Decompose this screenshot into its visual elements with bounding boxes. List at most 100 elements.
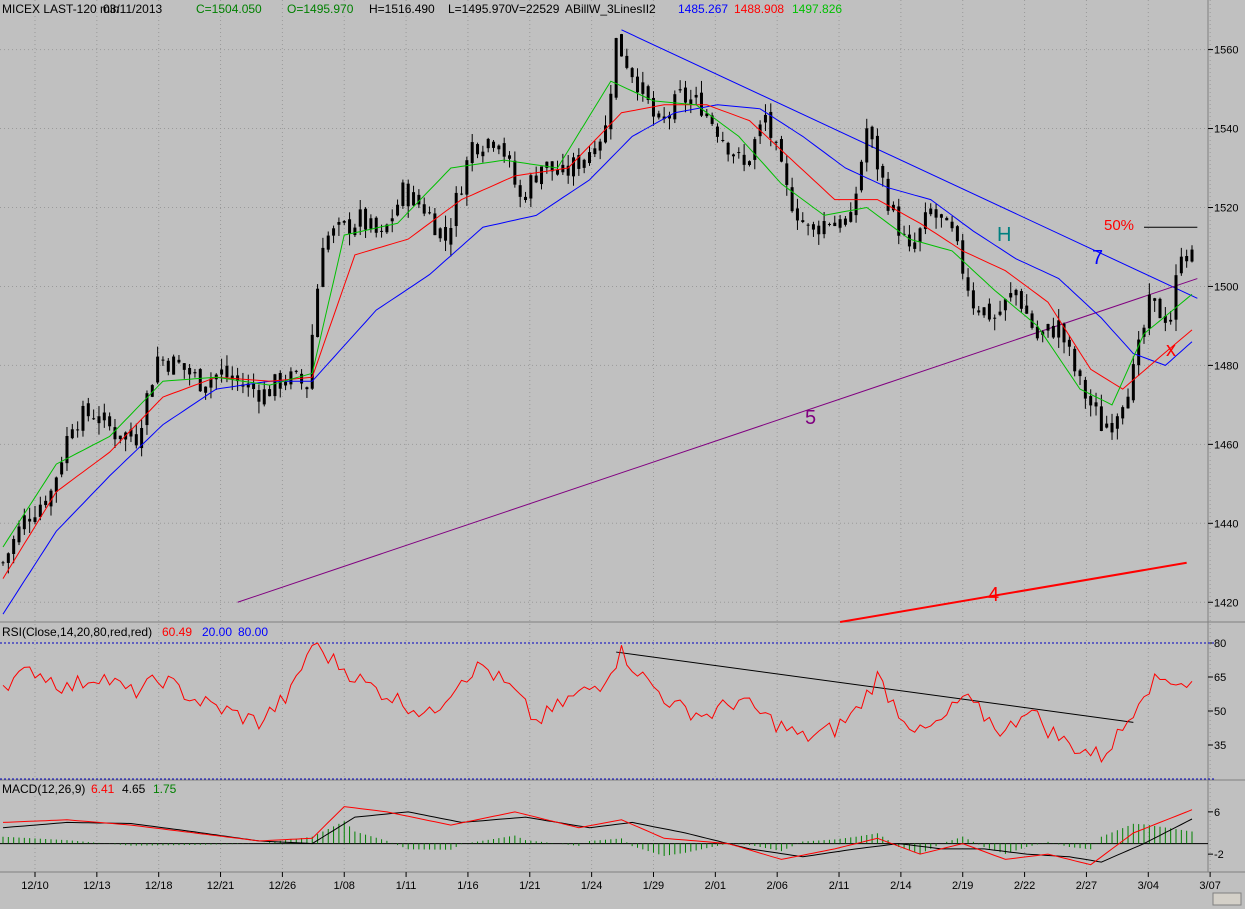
- candle-body: [17, 526, 21, 543]
- candle-body: [540, 166, 544, 185]
- candle-body: [1089, 396, 1093, 406]
- macd-main-line: [2, 806, 1193, 866]
- candle-body: [209, 378, 213, 388]
- candle-body: [502, 143, 506, 157]
- candle-body: [140, 427, 144, 449]
- candle-body: [939, 214, 943, 218]
- candle-body: [284, 381, 288, 386]
- candle-body: [1030, 313, 1034, 328]
- candle-body: [460, 193, 464, 195]
- candle-body: [134, 434, 138, 446]
- candle-body: [593, 148, 597, 155]
- candle-body: [1174, 275, 1178, 320]
- rsi-title: RSI(Close,14,20,80,red,red): [2, 625, 152, 639]
- ma-mid-line: [2, 104, 1193, 579]
- candle-body: [321, 247, 325, 287]
- label-7: 7: [1092, 247, 1103, 269]
- candle-body: [118, 435, 122, 440]
- candle-body: [630, 68, 634, 78]
- candle-body: [657, 113, 661, 118]
- candle-body: [923, 212, 927, 230]
- candle-body: [385, 224, 389, 233]
- candle-body: [1190, 249, 1194, 262]
- candle-body: [433, 213, 437, 236]
- candle-body: [1046, 324, 1050, 331]
- candle-body: [929, 208, 933, 215]
- candle-body: [833, 222, 837, 227]
- candle-body: [225, 365, 229, 378]
- candle-body: [177, 359, 181, 363]
- candle-body: [513, 160, 517, 185]
- label-5: 5: [805, 407, 816, 429]
- candle-body: [294, 370, 298, 372]
- candle-body: [396, 204, 400, 216]
- candle-body: [1105, 423, 1109, 428]
- candle-body: [481, 151, 485, 157]
- candle-body: [374, 217, 378, 233]
- candle-body: [257, 390, 261, 402]
- candle-body: [662, 116, 666, 120]
- candle-body: [337, 222, 341, 225]
- candle-body: [49, 490, 53, 507]
- price-tick-label: 1440: [1214, 518, 1238, 530]
- candle-body: [737, 152, 741, 154]
- macd-axis: -2 6: [1208, 807, 1224, 861]
- grid-lines: [0, 0, 1211, 872]
- candle-body: [310, 334, 314, 389]
- candle-body: [81, 405, 85, 431]
- candle-body: [838, 219, 842, 228]
- candle-body: [92, 418, 96, 420]
- macd-title: MACD(12,26,9): [2, 782, 85, 796]
- indicator-green-value: 1497.826: [792, 2, 842, 16]
- date-tick-label: 2/06: [766, 880, 787, 892]
- candle-body: [428, 212, 432, 214]
- candle-body: [902, 233, 906, 235]
- candle-body: [33, 517, 37, 522]
- candle-body: [694, 94, 698, 98]
- date-tick-label: 12/26: [269, 880, 297, 892]
- candle-body: [1057, 320, 1061, 338]
- high-label: H=1516.490: [369, 2, 435, 16]
- candle-body: [646, 86, 650, 101]
- price-tick-label: 1520: [1214, 202, 1238, 214]
- candle-body: [635, 76, 639, 93]
- candle-body: [12, 538, 16, 554]
- candle-body: [161, 359, 165, 361]
- date-tick-label: 12/13: [83, 880, 111, 892]
- candle-body: [982, 307, 986, 316]
- date-tick-label: 2/11: [829, 880, 850, 892]
- candle-body: [108, 416, 112, 427]
- moving-averages: [2, 80, 1193, 615]
- candle-body: [86, 403, 90, 417]
- date-tick-label: 12/18: [145, 880, 173, 892]
- scroll-corner-button[interactable]: [1212, 892, 1242, 906]
- date-tick-label: 2/22: [1014, 880, 1035, 892]
- candle-body: [742, 154, 746, 165]
- candle-body: [865, 128, 869, 163]
- date-axis: 12/10 12/13 12/18 12/21 12/26 1/08 1/11 1/16 1/2…: [21, 872, 1221, 892]
- label-50-percent: 50%: [1104, 217, 1134, 234]
- candle-body: [577, 154, 581, 169]
- candle-body: [508, 155, 512, 159]
- candle-body: [1142, 327, 1146, 337]
- label-4: 4: [988, 584, 999, 606]
- candle-body: [1147, 294, 1151, 329]
- symbol-label: MICEX LAST-120 min: [2, 2, 119, 16]
- macd-value: 6.41: [91, 782, 115, 796]
- candle-body: [785, 163, 789, 185]
- candle-body: [145, 393, 149, 426]
- date-tick-label: 1/16: [457, 880, 478, 892]
- candle-body: [22, 515, 26, 530]
- candle-body: [1179, 256, 1183, 274]
- candle-body: [401, 182, 405, 206]
- macd-tick-label: 6: [1214, 807, 1220, 819]
- date-tick-label: 12/21: [207, 880, 235, 892]
- annotations: 5 7 4 Hx 50%: [805, 217, 1176, 606]
- candle-body: [1153, 298, 1157, 301]
- date-tick-label: 12/10: [21, 880, 49, 892]
- candle-body: [1003, 299, 1007, 311]
- candle-body: [380, 230, 384, 232]
- candle-body: [476, 144, 480, 155]
- rsi-tick-label: 80: [1214, 638, 1226, 650]
- candle-body: [699, 92, 703, 116]
